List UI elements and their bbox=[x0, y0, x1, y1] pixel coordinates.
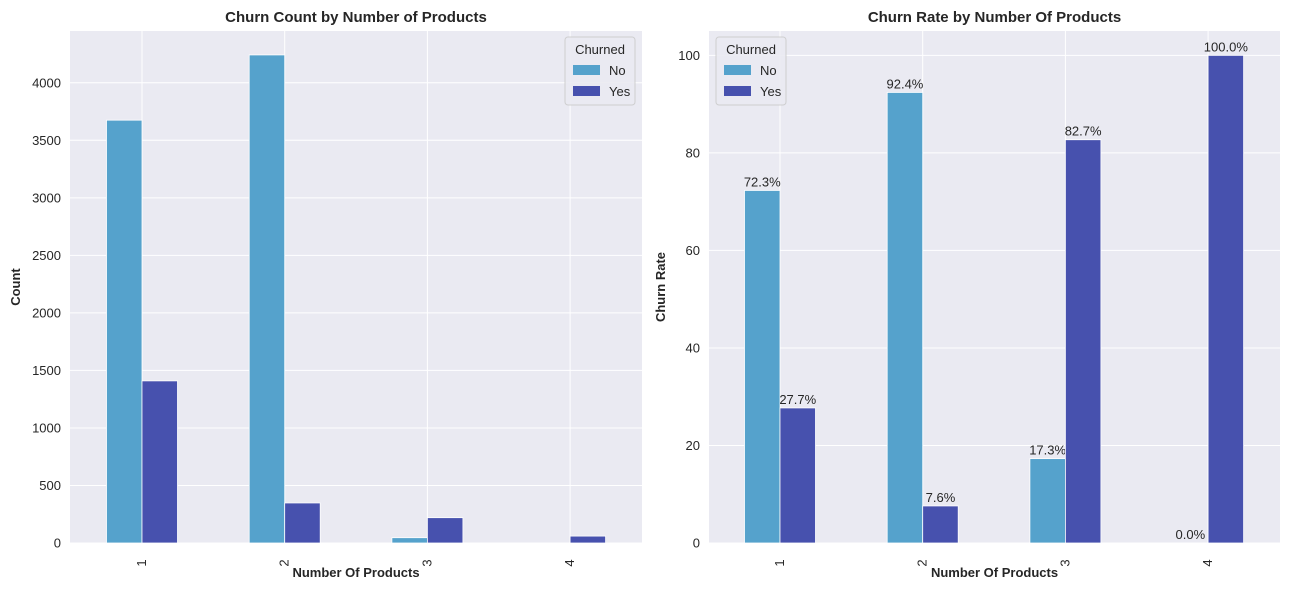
y-axis-label: Count bbox=[8, 268, 23, 306]
x-tick-label: 3 bbox=[1057, 559, 1072, 566]
legend-swatch-yes bbox=[724, 86, 751, 96]
data-label: 7.6% bbox=[926, 490, 956, 505]
x-tick-label: 2 bbox=[915, 559, 930, 566]
bar-no bbox=[886, 92, 924, 544]
y-tick-label: 2000 bbox=[32, 305, 61, 320]
bar-yes bbox=[1207, 54, 1244, 544]
bar-yes bbox=[141, 380, 178, 544]
data-label: 72.3% bbox=[744, 174, 781, 189]
x-axis-label: Number Of Products bbox=[292, 565, 419, 580]
data-label: 100.0% bbox=[1204, 39, 1249, 54]
y-tick-label: 3000 bbox=[32, 190, 61, 205]
bar-no bbox=[1029, 458, 1066, 544]
bar-yes bbox=[426, 517, 464, 544]
x-tick-label: 4 bbox=[1200, 559, 1215, 566]
y-tick-label: 500 bbox=[39, 478, 61, 493]
legend: Churned No Yes bbox=[715, 36, 787, 106]
y-tick-label: 100 bbox=[678, 48, 700, 63]
y-tick-label: 1500 bbox=[32, 363, 61, 378]
y-tick-label: 1000 bbox=[32, 420, 61, 435]
x-tick-label: 2 bbox=[277, 559, 292, 566]
bar-yes bbox=[922, 505, 959, 544]
data-label: 92.4% bbox=[887, 76, 924, 91]
legend-label: Yes bbox=[609, 84, 631, 99]
y-tick-label: 0 bbox=[54, 536, 61, 551]
x-tick-label: 1 bbox=[772, 559, 787, 566]
x-tick-label: 3 bbox=[419, 559, 434, 566]
data-label: 17.3% bbox=[1029, 443, 1066, 458]
bar-yes bbox=[1065, 139, 1102, 544]
y-tick-label: 60 bbox=[686, 243, 700, 258]
churn-count-chart: 0 500 1000 1500 2000 2500 3000 3500 4000 1 2 3 4 Chur… bbox=[8, 9, 642, 580]
y-tick-label: 3500 bbox=[32, 133, 61, 148]
chart-title: Churn Count by Number of Products bbox=[225, 9, 487, 26]
bar-no bbox=[744, 190, 781, 544]
y-axis-label: Churn Rate bbox=[653, 252, 668, 322]
legend-title: Churned bbox=[726, 42, 776, 57]
y-tick-label: 4000 bbox=[32, 75, 61, 90]
y-tick-label: 40 bbox=[686, 340, 700, 355]
legend: Churned No Yes bbox=[564, 36, 636, 106]
y-tick-label: 80 bbox=[686, 145, 700, 160]
data-label: 82.7% bbox=[1065, 124, 1102, 139]
bar-yes bbox=[569, 535, 606, 544]
legend-label: No bbox=[760, 63, 777, 78]
y-tick-label: 20 bbox=[686, 438, 700, 453]
bar-yes bbox=[284, 502, 321, 544]
bar-no bbox=[248, 54, 286, 544]
data-label: 27.7% bbox=[779, 392, 816, 407]
y-tick-label: 2500 bbox=[32, 248, 61, 263]
x-tick-label: 4 bbox=[562, 559, 577, 566]
data-label: 0.0% bbox=[1176, 527, 1206, 542]
bar-yes bbox=[779, 407, 816, 544]
legend-swatch-no bbox=[724, 65, 751, 75]
bar-no bbox=[106, 119, 143, 544]
churn-rate-chart: 0 20 40 60 80 100 1 2 3 4 72.3% 92.4% 17.3% 0.0% 27.7%… bbox=[653, 9, 1280, 580]
y-tick-label: 0 bbox=[693, 536, 700, 551]
legend-swatch-yes bbox=[573, 86, 600, 96]
chart-title: Churn Rate by Number Of Products bbox=[868, 9, 1121, 26]
legend-title: Churned bbox=[575, 42, 625, 57]
legend-label: No bbox=[609, 63, 626, 78]
x-axis-label: Number Of Products bbox=[931, 565, 1058, 580]
x-tick-label: 1 bbox=[134, 559, 149, 566]
legend-swatch-no bbox=[573, 65, 600, 75]
legend-label: Yes bbox=[760, 84, 782, 99]
bar-no bbox=[391, 537, 428, 544]
